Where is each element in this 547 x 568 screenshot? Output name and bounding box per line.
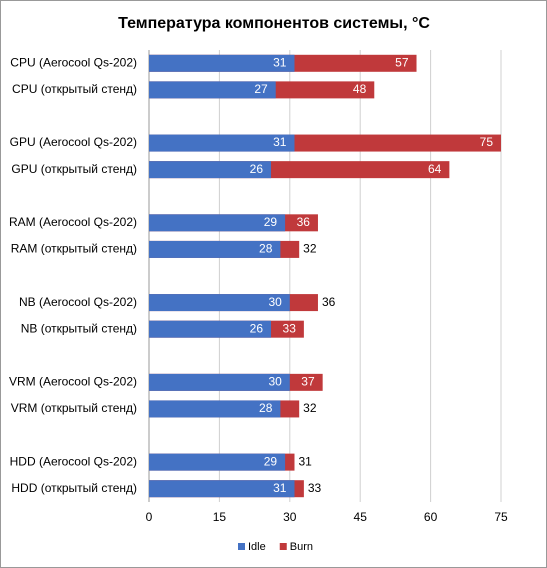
value-label: 32 — [303, 401, 317, 415]
value-label: 64 — [428, 162, 442, 176]
value-label: 28 — [259, 242, 273, 256]
value-label: 36 — [297, 215, 311, 229]
value-label: 32 — [303, 242, 317, 256]
bar — [149, 453, 286, 471]
value-label: 31 — [273, 481, 287, 495]
bar — [149, 54, 295, 72]
value-label: 33 — [308, 481, 322, 495]
y-tick-label: CPU (открытый стенд) — [12, 82, 137, 96]
x-tick-label: 0 — [146, 510, 153, 524]
value-label: 27 — [254, 82, 268, 96]
y-tick-label: NB (открытый стенд) — [21, 321, 137, 335]
legend-label: Burn — [290, 541, 313, 553]
value-label: 33 — [283, 321, 297, 335]
x-tick-label: 15 — [213, 510, 227, 524]
value-label: 36 — [322, 295, 336, 309]
bar — [149, 320, 272, 338]
bar — [149, 240, 281, 258]
bar — [149, 134, 295, 152]
value-label: 29 — [264, 454, 278, 468]
value-label: 48 — [353, 82, 367, 96]
bar — [149, 373, 290, 391]
y-tick-label: VRM (открытый стенд) — [11, 401, 137, 415]
y-tick-label: GPU (Aerocool Qs-202) — [10, 135, 137, 149]
value-label: 26 — [250, 162, 264, 176]
y-tick-label: RAM (открытый стенд) — [11, 242, 137, 256]
x-tick-label: 30 — [283, 510, 297, 524]
value-label: 75 — [480, 135, 494, 149]
y-tick-label: HDD (Aerocool Qs-202) — [10, 454, 137, 468]
y-tick-label: VRM (Aerocool Qs-202) — [9, 375, 137, 389]
chart-title: Температура компонентов системы, °C — [118, 15, 430, 32]
y-tick-label: RAM (Aerocool Qs-202) — [9, 215, 137, 229]
value-label: 31 — [298, 454, 312, 468]
x-tick-label: 45 — [354, 510, 368, 524]
value-label: 57 — [395, 55, 409, 69]
y-tick-label: HDD (открытый стенд) — [11, 481, 137, 495]
y-tick-label: NB (Aerocool Qs-202) — [19, 295, 137, 309]
y-tick-label: GPU (открытый стенд) — [11, 162, 137, 176]
value-label: 37 — [301, 375, 315, 389]
value-label: 30 — [268, 375, 282, 389]
value-label: 31 — [273, 55, 287, 69]
value-label: 26 — [250, 321, 264, 335]
value-label: 28 — [259, 401, 273, 415]
y-tick-label: CPU (Aerocool Qs-202) — [10, 55, 137, 69]
bar — [149, 480, 295, 498]
bar — [149, 81, 276, 99]
bar — [149, 294, 290, 312]
bar — [149, 161, 272, 179]
value-label: 31 — [273, 135, 287, 149]
legend-swatch — [238, 543, 245, 550]
value-label: 30 — [268, 295, 282, 309]
x-tick-label: 60 — [424, 510, 438, 524]
bar — [149, 214, 286, 232]
bar — [149, 400, 281, 418]
legend-swatch — [279, 543, 287, 550]
x-tick-label: 75 — [494, 510, 508, 524]
value-label: 29 — [264, 215, 278, 229]
legend-label: Idle — [248, 541, 266, 553]
